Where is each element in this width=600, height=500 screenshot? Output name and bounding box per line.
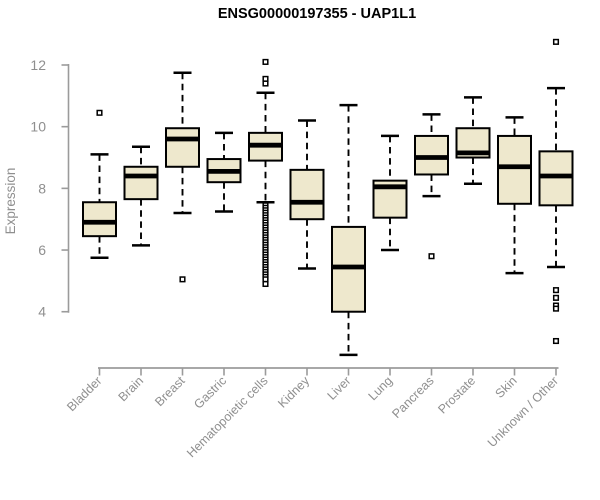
iqr-box [165,127,200,168]
outlier-point [96,109,103,116]
outlier-point [552,294,560,301]
x-tick-label-brain: Brain [116,374,147,405]
y-tick-label: 10 [30,119,46,135]
box-bladder [82,109,117,259]
outlier-point [552,337,560,345]
outlier-point [262,80,269,87]
outlier-point [552,305,560,312]
iqr-box [497,134,532,205]
outlier-point [552,287,560,294]
iqr-box [123,165,159,201]
iqr-box [82,201,117,238]
outlier-point [552,38,560,45]
chart-title: ENSG00000197355 - UAP1L1 [217,6,417,22]
box-brain [123,145,159,247]
x-tick-label-pancreas: Pancreas [389,374,436,421]
outlier-point [179,276,186,283]
iqr-box [289,168,325,221]
box-lung [372,134,408,252]
box-liver [331,103,366,357]
y-tick-label: 6 [38,242,46,258]
box-breast [165,71,200,283]
x-tick-label-skin: Skin [493,374,520,401]
box-gastric [206,131,242,213]
box-unknown-other [538,38,574,345]
x-tick-label-liver: Liver [325,374,354,403]
outlier-point [262,280,269,288]
box-hematopoietic-cells [248,58,283,288]
x-tick-label-bladder: Bladder [64,374,104,414]
outlier-point [262,58,269,65]
x-tick-label-breast: Breast [152,373,188,409]
x-tick-label-unknown-other: Unknown / Other [485,374,561,450]
x-tick-label-gastric: Gastric [191,374,229,412]
y-axis: 4 6 8 10 12 [30,57,70,320]
x-tick-label-hematopoietic-cells: Hematopoietic cells [184,374,271,461]
y-tick-label: 4 [38,304,46,320]
x-tick-label-kidney: Kidney [275,373,312,410]
x-tick-label-prostate: Prostate [435,374,478,417]
box-skin [497,116,532,275]
x-tick-label-lung: Lung [366,374,396,404]
y-tick-label: 8 [38,180,46,196]
outlier-point [428,253,435,260]
box-pancreas [414,113,449,260]
box-kidney [289,119,325,270]
y-tick-label: 12 [30,57,46,73]
box-prostate [455,96,491,185]
